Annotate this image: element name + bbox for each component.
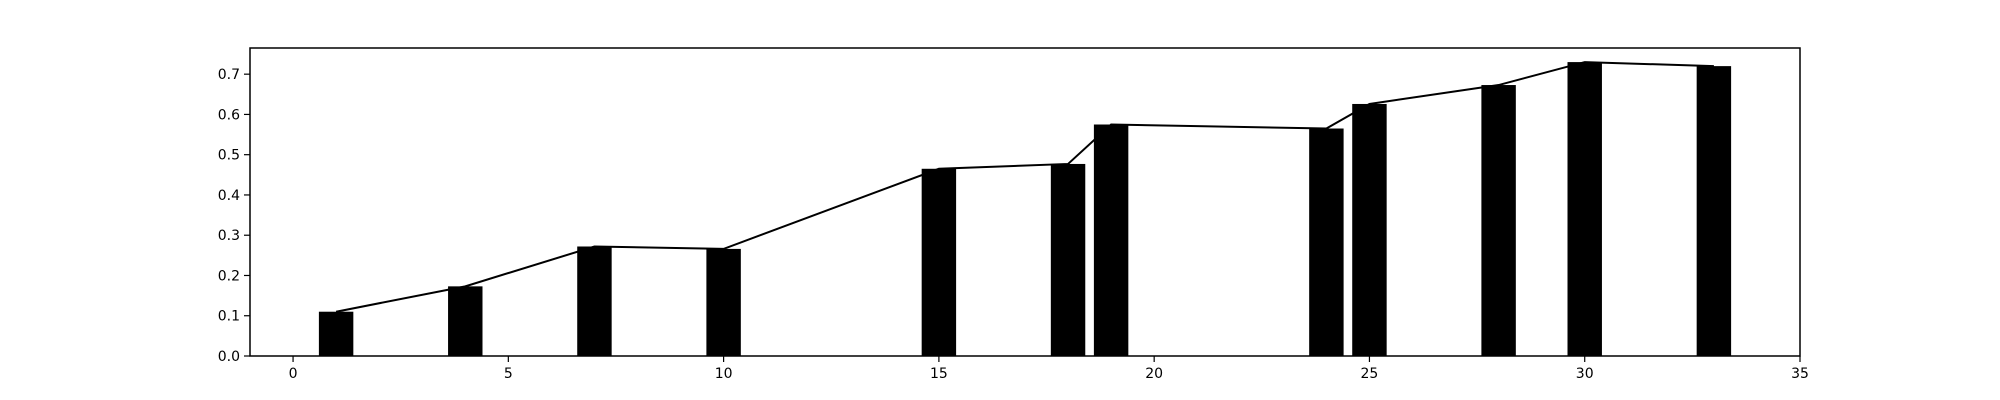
bar bbox=[577, 246, 612, 356]
axes-frame bbox=[249, 47, 1801, 357]
y-tick-label: 0.4 bbox=[218, 188, 240, 204]
y-tick-label: 0.7 bbox=[218, 67, 240, 83]
bar bbox=[1050, 163, 1086, 356]
line-layer bbox=[335, 61, 1714, 313]
y-tick-label: 0.6 bbox=[218, 107, 240, 123]
bar bbox=[318, 311, 354, 356]
x-tick-label: 15 bbox=[930, 366, 948, 382]
bar bbox=[1481, 85, 1516, 356]
y-tick-label: 0.0 bbox=[218, 349, 240, 365]
bar bbox=[921, 168, 957, 356]
x-tick-label: 35 bbox=[1791, 366, 1809, 382]
bar bbox=[1696, 66, 1732, 357]
bar bbox=[1093, 124, 1129, 356]
x-tick-label: 5 bbox=[504, 366, 513, 382]
bar bbox=[706, 248, 741, 356]
y-axis: 0.0 0.1 0.2 0.3 0.4 0.5 0.6 0.7 bbox=[218, 67, 250, 365]
x-tick-label: 0 bbox=[289, 366, 298, 382]
x-axis: 0 5 10 15 20 25 30 35 bbox=[289, 356, 1809, 382]
x-tick-label: 30 bbox=[1576, 366, 1594, 382]
x-tick-label: 20 bbox=[1145, 366, 1163, 382]
series-line bbox=[335, 61, 1714, 313]
bar bbox=[1567, 62, 1602, 357]
y-tick-label: 0.1 bbox=[218, 309, 240, 325]
y-tick-label: 0.3 bbox=[218, 228, 240, 244]
y-tick-label: 0.2 bbox=[218, 268, 240, 284]
bar bbox=[448, 286, 483, 356]
bar bbox=[1352, 103, 1387, 357]
x-tick-label: 25 bbox=[1361, 366, 1379, 382]
y-tick-label: 0.5 bbox=[218, 148, 240, 164]
x-tick-label: 10 bbox=[715, 366, 733, 382]
bar bbox=[1309, 128, 1344, 356]
bars-layer bbox=[318, 62, 1732, 357]
